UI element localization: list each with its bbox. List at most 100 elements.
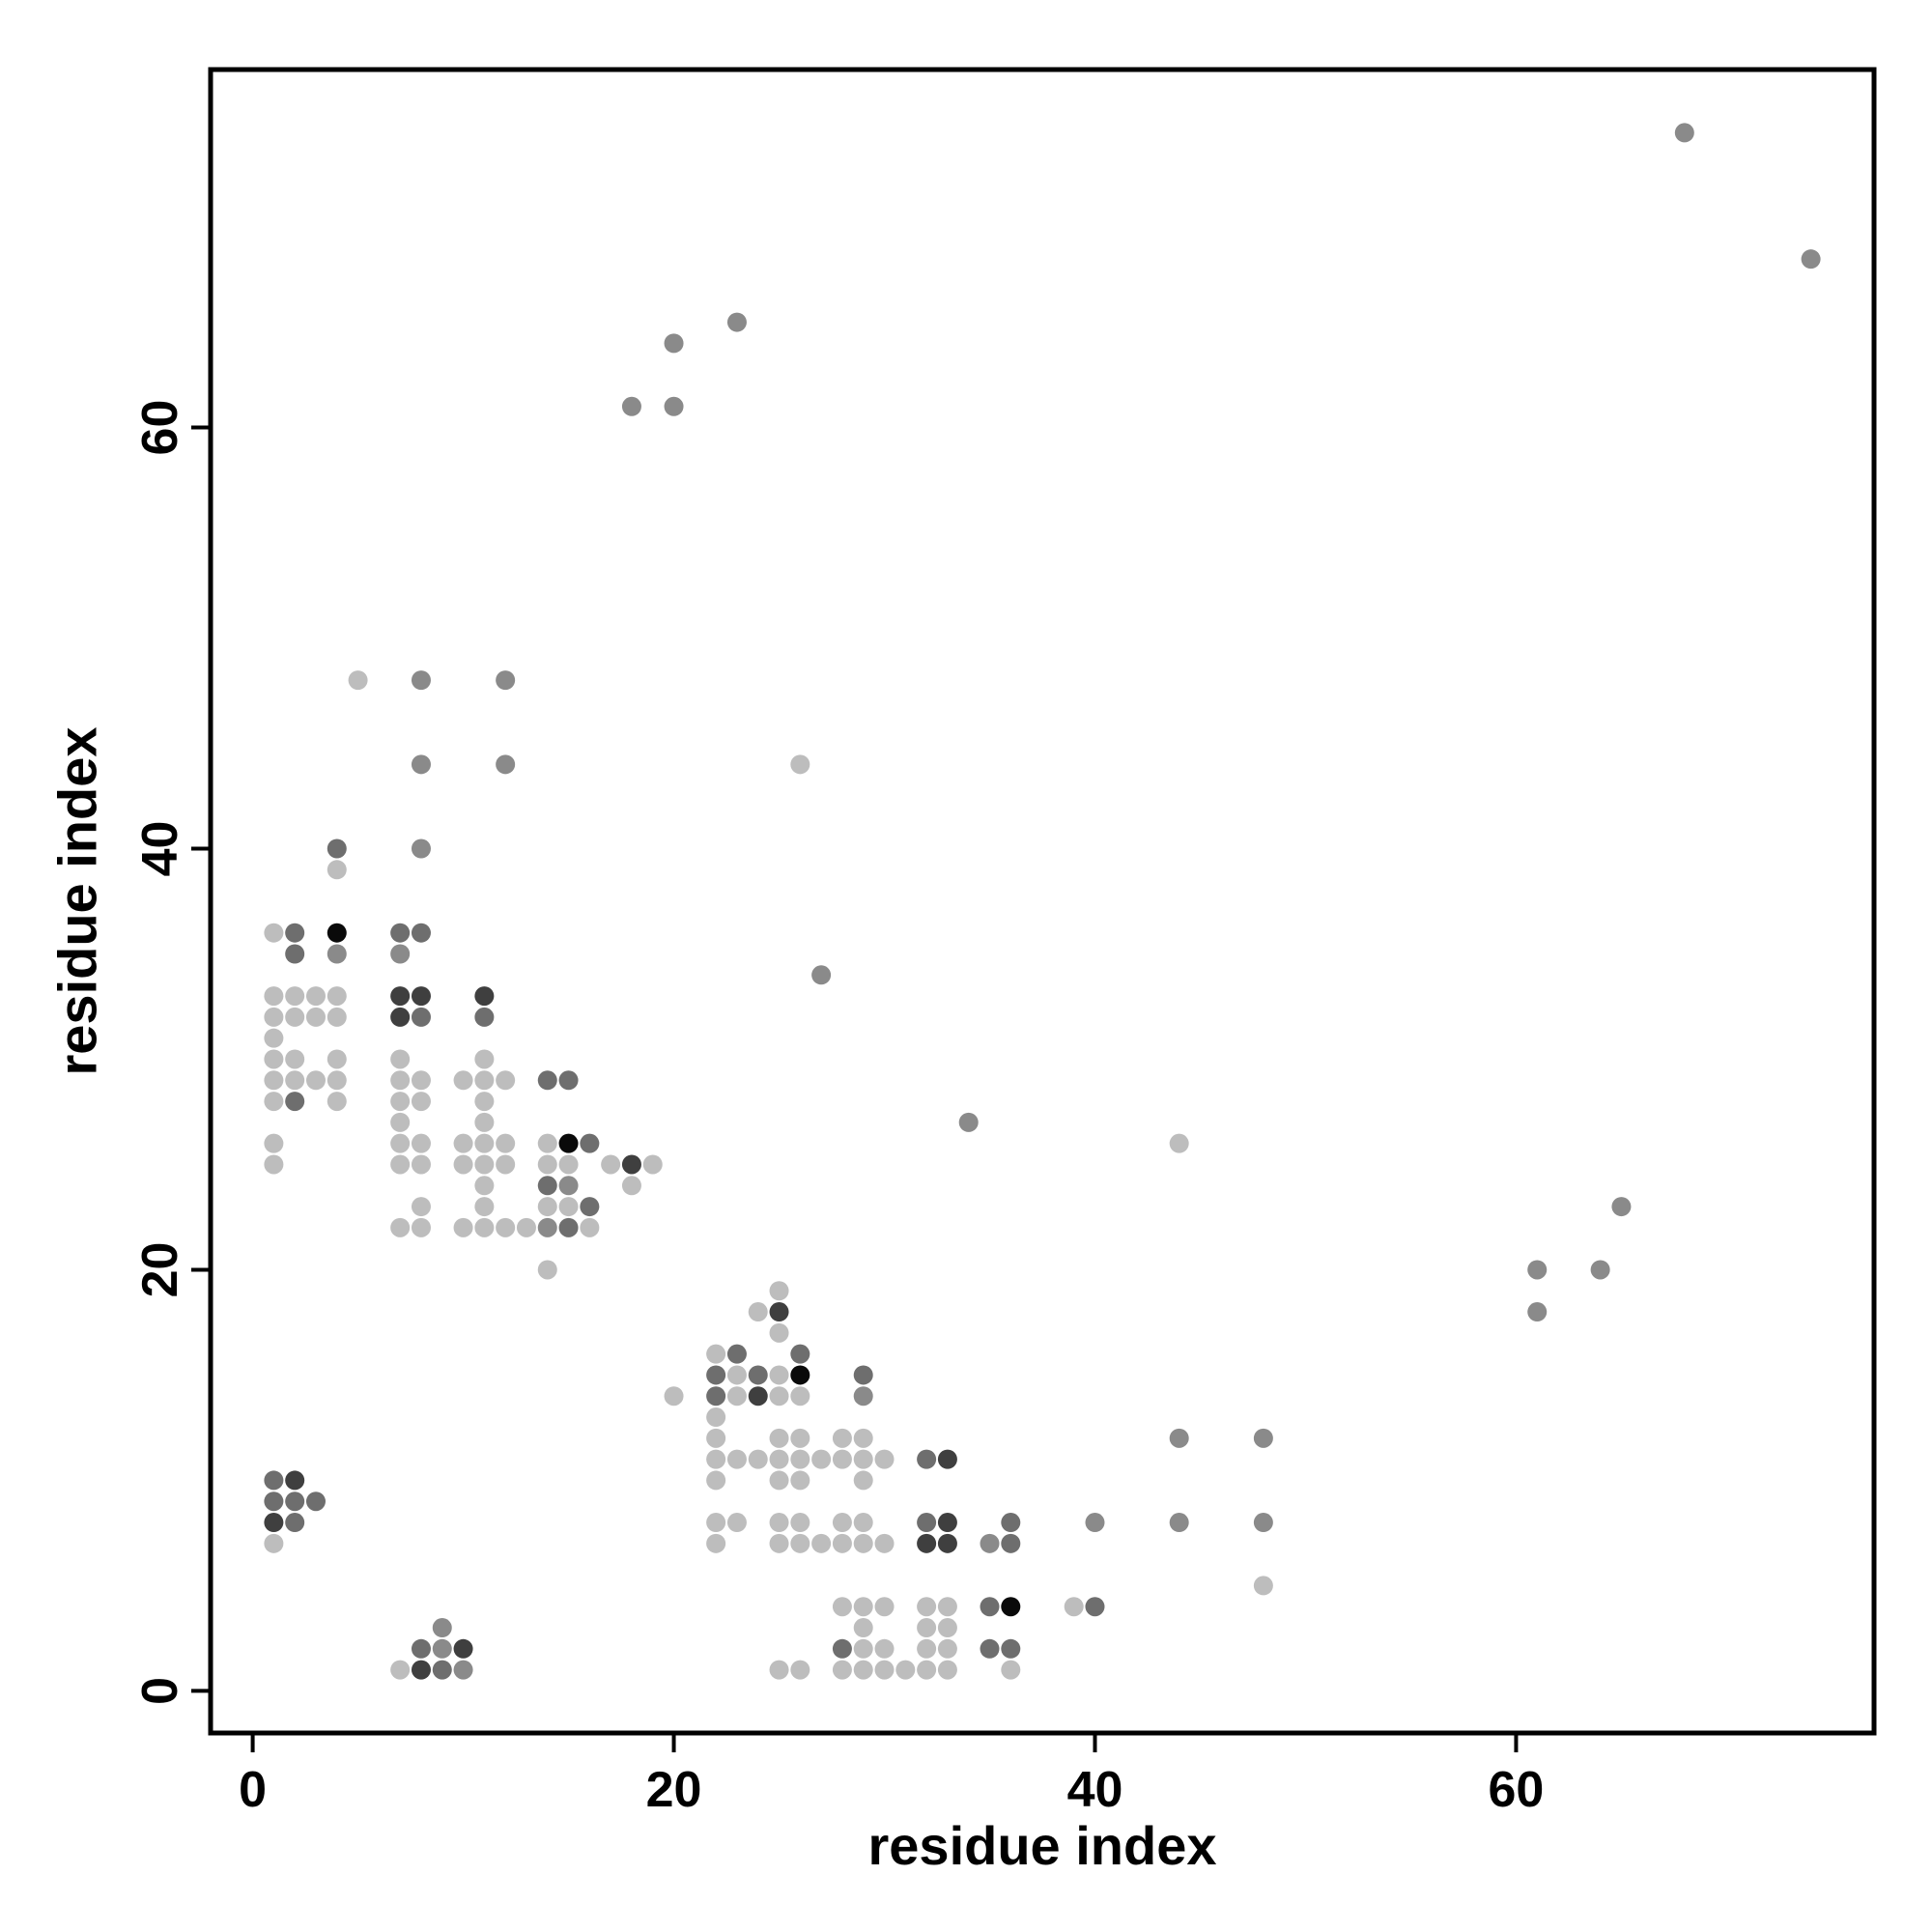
data-point bbox=[937, 1618, 957, 1638]
data-point bbox=[264, 1533, 284, 1553]
data-point bbox=[285, 1007, 305, 1027]
data-point bbox=[790, 1533, 810, 1553]
data-point bbox=[474, 1154, 495, 1175]
data-point bbox=[390, 1217, 411, 1237]
data-point bbox=[980, 1533, 1000, 1553]
y-axis: 0 20 40 60 bbox=[132, 400, 211, 1705]
data-point bbox=[411, 1217, 431, 1237]
data-point bbox=[285, 1492, 305, 1512]
data-point bbox=[453, 1217, 473, 1237]
data-point bbox=[432, 1660, 452, 1680]
data-point bbox=[264, 1049, 284, 1069]
data-point bbox=[853, 1386, 873, 1406]
data-point bbox=[411, 1092, 431, 1112]
data-point bbox=[769, 1513, 789, 1533]
data-point bbox=[264, 1154, 284, 1175]
y-tick-label: 0 bbox=[132, 1677, 188, 1705]
data-point bbox=[621, 1154, 641, 1175]
data-point bbox=[411, 1660, 431, 1680]
data-point bbox=[790, 1344, 810, 1364]
data-point bbox=[264, 1070, 284, 1091]
data-point bbox=[664, 333, 684, 354]
data-point bbox=[958, 1112, 979, 1132]
data-point bbox=[790, 1470, 810, 1491]
data-point bbox=[1674, 123, 1694, 143]
data-point bbox=[327, 1007, 347, 1027]
data-point bbox=[853, 1470, 873, 1491]
data-point bbox=[706, 1365, 726, 1385]
data-point bbox=[811, 965, 832, 985]
data-point bbox=[769, 1449, 789, 1469]
plot-frame bbox=[208, 67, 1877, 1736]
x-tick-label: 0 bbox=[239, 1762, 267, 1818]
data-point bbox=[769, 1302, 789, 1322]
data-point bbox=[496, 1133, 516, 1153]
data-point bbox=[327, 1070, 347, 1091]
data-point bbox=[411, 1638, 431, 1659]
data-point bbox=[390, 944, 411, 964]
data-point bbox=[285, 1513, 305, 1533]
data-point bbox=[1001, 1513, 1021, 1533]
data-point bbox=[769, 1533, 789, 1553]
data-point bbox=[726, 1449, 747, 1469]
data-point bbox=[327, 838, 347, 859]
data-point bbox=[726, 1365, 747, 1385]
data-point bbox=[264, 1492, 284, 1512]
data-point bbox=[264, 1513, 284, 1533]
data-point bbox=[832, 1597, 852, 1617]
data-point bbox=[1169, 1428, 1189, 1448]
data-point bbox=[917, 1660, 937, 1680]
data-point bbox=[726, 1513, 747, 1533]
data-point bbox=[706, 1470, 726, 1491]
data-point bbox=[264, 1470, 284, 1491]
data-point bbox=[1253, 1428, 1273, 1448]
data-point bbox=[1253, 1513, 1273, 1533]
data-point bbox=[580, 1217, 600, 1237]
data-point bbox=[748, 1365, 768, 1385]
data-point bbox=[642, 1154, 663, 1175]
data-point bbox=[327, 1092, 347, 1112]
data-point bbox=[496, 670, 516, 691]
data-point bbox=[706, 1386, 726, 1406]
data-point bbox=[537, 1217, 557, 1237]
data-point bbox=[537, 1176, 557, 1196]
data-point bbox=[474, 1007, 495, 1027]
data-point bbox=[390, 1154, 411, 1175]
data-point bbox=[285, 1070, 305, 1091]
data-point bbox=[917, 1618, 937, 1638]
data-point bbox=[853, 1533, 873, 1553]
data-point bbox=[832, 1428, 852, 1448]
data-point bbox=[1001, 1533, 1021, 1553]
data-point bbox=[706, 1513, 726, 1533]
data-point bbox=[917, 1449, 937, 1469]
data-point bbox=[474, 1133, 495, 1153]
data-point bbox=[580, 1133, 600, 1153]
data-point bbox=[411, 1197, 431, 1217]
data-point bbox=[853, 1638, 873, 1659]
data-point bbox=[264, 1133, 284, 1153]
x-tick-label: 40 bbox=[1067, 1762, 1123, 1818]
data-point bbox=[474, 1070, 495, 1091]
data-point bbox=[390, 1070, 411, 1091]
data-point bbox=[537, 1154, 557, 1175]
data-point bbox=[516, 1217, 536, 1237]
data-point bbox=[895, 1660, 916, 1680]
data-point bbox=[706, 1533, 726, 1553]
data-point bbox=[748, 1386, 768, 1406]
data-point bbox=[537, 1070, 557, 1091]
data-point bbox=[558, 1197, 579, 1217]
data-point bbox=[832, 1513, 852, 1533]
data-point bbox=[1253, 1576, 1273, 1596]
data-point bbox=[285, 1049, 305, 1069]
data-point bbox=[748, 1302, 768, 1322]
data-point bbox=[1801, 249, 1821, 270]
data-point bbox=[453, 1638, 473, 1659]
data-point bbox=[664, 1386, 684, 1406]
y-tick-label: 40 bbox=[132, 821, 188, 877]
data-point bbox=[601, 1154, 621, 1175]
data-point bbox=[264, 1028, 284, 1048]
data-point bbox=[726, 312, 747, 332]
data-point bbox=[453, 1660, 473, 1680]
data-point bbox=[1527, 1302, 1548, 1322]
data-point bbox=[790, 1449, 810, 1469]
